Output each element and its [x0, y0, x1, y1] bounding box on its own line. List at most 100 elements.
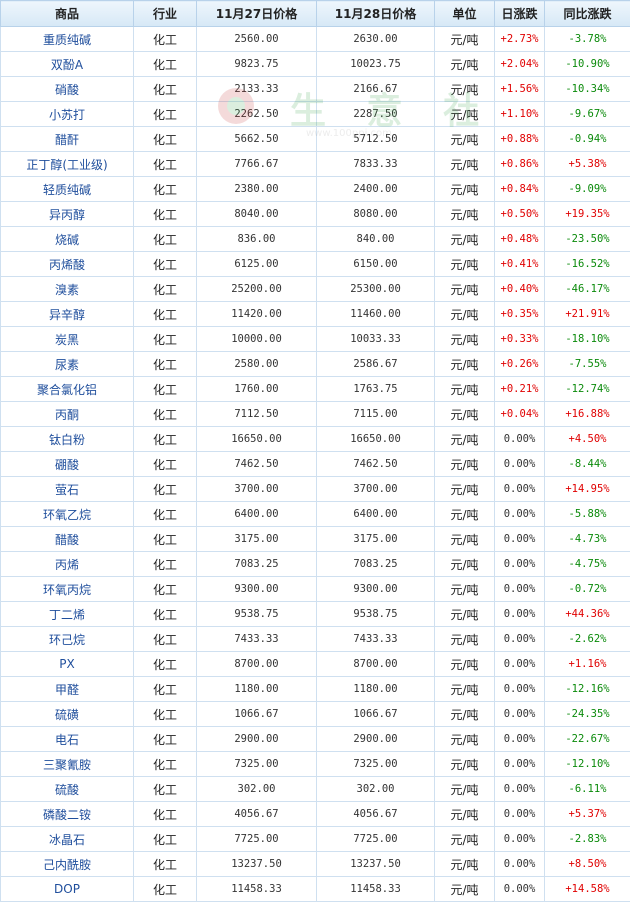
header-daily-change[interactable]: 日涨跌 [494, 0, 545, 27]
product-name-link[interactable]: 硫酸 [0, 776, 134, 802]
product-name-link[interactable]: 丙酮 [0, 401, 134, 427]
unit-cell: 元/吨 [434, 376, 495, 402]
header-row: 商品 行业 11月27日价格 11月28日价格 单位 日涨跌 同比涨跌 [0, 0, 630, 27]
unit-cell: 元/吨 [434, 651, 495, 677]
product-name-link[interactable]: 环氧丙烷 [0, 576, 134, 602]
header-yoy-change[interactable]: 同比涨跌 [544, 0, 630, 27]
header-price-nov28[interactable]: 11月28日价格 [316, 0, 435, 27]
product-name-link[interactable]: 丁二烯 [0, 601, 134, 627]
daily-change-cell: 0.00% [494, 626, 545, 652]
header-product[interactable]: 商品 [0, 0, 134, 27]
price-nov28-cell: 16650.00 [316, 426, 435, 452]
product-name-link[interactable]: 醋酐 [0, 126, 134, 152]
product-name-link[interactable]: 冰晶石 [0, 826, 134, 852]
price-nov27-cell: 1180.00 [196, 676, 317, 702]
product-name-link[interactable]: 重质纯碱 [0, 26, 134, 52]
yoy-change-cell: +19.35% [544, 201, 630, 227]
unit-cell: 元/吨 [434, 251, 495, 277]
yoy-change-cell: -0.72% [544, 576, 630, 602]
price-nov28-cell: 7325.00 [316, 751, 435, 777]
yoy-change-cell: -8.44% [544, 451, 630, 477]
table-row: 三聚氰胺 化工 7325.00 7325.00 元/吨 0.00% -12.10% [0, 751, 630, 777]
daily-change-cell: 0.00% [494, 676, 545, 702]
product-name-link[interactable]: 双酚A [0, 51, 134, 77]
price-nov28-cell: 840.00 [316, 226, 435, 252]
unit-cell: 元/吨 [434, 76, 495, 102]
product-name-link[interactable]: 异丙醇 [0, 201, 134, 227]
product-name-link[interactable]: 正丁醇(工业级) [0, 151, 134, 177]
daily-change-cell: 0.00% [494, 851, 545, 877]
product-name-link[interactable]: 轻质纯碱 [0, 176, 134, 202]
product-name-link[interactable]: 环己烷 [0, 626, 134, 652]
daily-change-cell: +0.40% [494, 276, 545, 302]
table-row: 电石 化工 2900.00 2900.00 元/吨 0.00% -22.67% [0, 726, 630, 752]
industry-cell: 化工 [133, 326, 197, 352]
yoy-change-cell: +8.50% [544, 851, 630, 877]
product-name-link[interactable]: PX [0, 651, 134, 677]
yoy-change-cell: -22.67% [544, 726, 630, 752]
product-name-link[interactable]: 异辛醇 [0, 301, 134, 327]
industry-cell: 化工 [133, 276, 197, 302]
price-nov27-cell: 9300.00 [196, 576, 317, 602]
yoy-change-cell: -9.09% [544, 176, 630, 202]
price-nov28-cell: 5712.50 [316, 126, 435, 152]
table-row: 硫酸 化工 302.00 302.00 元/吨 0.00% -6.11% [0, 776, 630, 802]
product-name-link[interactable]: 聚合氯化铝 [0, 376, 134, 402]
yoy-change-cell: -12.10% [544, 751, 630, 777]
product-name-link[interactable]: 炭黑 [0, 326, 134, 352]
product-name-link[interactable]: 硫磺 [0, 701, 134, 727]
table-row: 丙烯 化工 7083.25 7083.25 元/吨 0.00% -4.75% [0, 551, 630, 577]
product-name-link[interactable]: 环氧乙烷 [0, 501, 134, 527]
header-price-nov27[interactable]: 11月27日价格 [196, 0, 317, 27]
price-nov27-cell: 9538.75 [196, 601, 317, 627]
daily-change-cell: 0.00% [494, 526, 545, 552]
price-nov27-cell: 7462.50 [196, 451, 317, 477]
product-name-link[interactable]: 丙烯 [0, 551, 134, 577]
product-name-link[interactable]: 硼酸 [0, 451, 134, 477]
price-nov27-cell: 10000.00 [196, 326, 317, 352]
product-name-link[interactable]: 己内酰胺 [0, 851, 134, 877]
product-name-link[interactable]: 磷酸二铵 [0, 801, 134, 827]
yoy-change-cell: -10.90% [544, 51, 630, 77]
price-nov28-cell: 2586.67 [316, 351, 435, 377]
unit-cell: 元/吨 [434, 776, 495, 802]
unit-cell: 元/吨 [434, 101, 495, 127]
industry-cell: 化工 [133, 701, 197, 727]
price-nov28-cell: 9300.00 [316, 576, 435, 602]
unit-cell: 元/吨 [434, 301, 495, 327]
product-name-link[interactable]: 电石 [0, 726, 134, 752]
table-row: 硫磺 化工 1066.67 1066.67 元/吨 0.00% -24.35% [0, 701, 630, 727]
product-name-link[interactable]: 烧碱 [0, 226, 134, 252]
price-nov27-cell: 2262.50 [196, 101, 317, 127]
unit-cell: 元/吨 [434, 476, 495, 502]
product-name-link[interactable]: 溴素 [0, 276, 134, 302]
unit-cell: 元/吨 [434, 326, 495, 352]
price-nov27-cell: 8700.00 [196, 651, 317, 677]
product-name-link[interactable]: 萤石 [0, 476, 134, 502]
industry-cell: 化工 [133, 176, 197, 202]
product-name-link[interactable]: 小苏打 [0, 101, 134, 127]
header-unit[interactable]: 单位 [434, 0, 495, 27]
table-row: 双酚A 化工 9823.75 10023.75 元/吨 +2.04% -10.90% [0, 51, 630, 77]
industry-cell: 化工 [133, 776, 197, 802]
product-name-link[interactable]: 甲醛 [0, 676, 134, 702]
price-nov28-cell: 11458.33 [316, 876, 435, 902]
product-name-link[interactable]: 硝酸 [0, 76, 134, 102]
unit-cell: 元/吨 [434, 501, 495, 527]
product-name-link[interactable]: 尿素 [0, 351, 134, 377]
product-name-link[interactable]: 醋酸 [0, 526, 134, 552]
product-name-link[interactable]: 丙烯酸 [0, 251, 134, 277]
product-name-link[interactable]: 钛白粉 [0, 426, 134, 452]
daily-change-cell: 0.00% [494, 476, 545, 502]
header-industry[interactable]: 行业 [133, 0, 197, 27]
industry-cell: 化工 [133, 501, 197, 527]
industry-cell: 化工 [133, 876, 197, 902]
daily-change-cell: 0.00% [494, 776, 545, 802]
unit-cell: 元/吨 [434, 426, 495, 452]
product-name-link[interactable]: DOP [0, 876, 134, 902]
price-nov27-cell: 7766.67 [196, 151, 317, 177]
product-name-link[interactable]: 三聚氰胺 [0, 751, 134, 777]
price-nov27-cell: 2580.00 [196, 351, 317, 377]
price-nov28-cell: 7433.33 [316, 626, 435, 652]
table-row: 冰晶石 化工 7725.00 7725.00 元/吨 0.00% -2.83% [0, 826, 630, 852]
